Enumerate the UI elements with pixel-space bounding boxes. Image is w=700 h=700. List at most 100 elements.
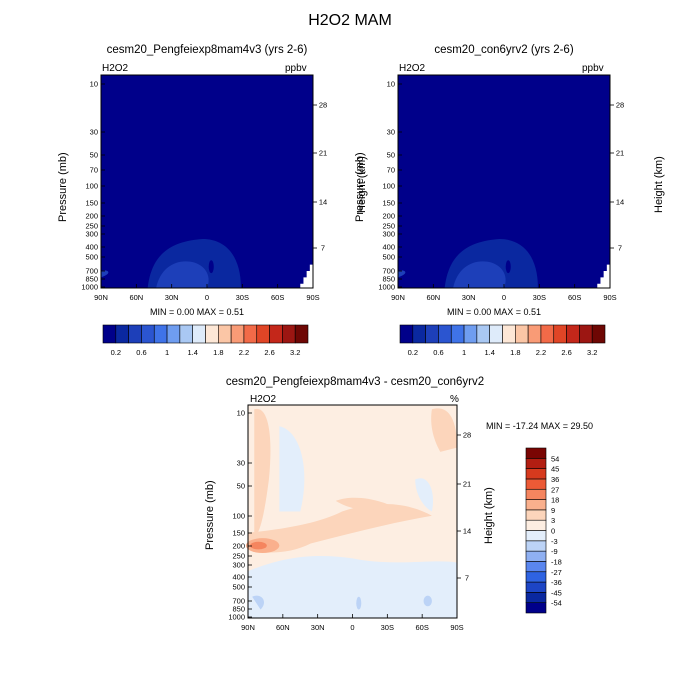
panel1-variable: H2O2 — [102, 63, 129, 74]
panel3-ytick-label: 150 — [232, 529, 245, 538]
field-contour-core — [156, 261, 209, 288]
panel3-units: % — [450, 394, 459, 405]
panel1-y2tick-label: 21 — [319, 149, 327, 158]
field-pos-band — [248, 503, 432, 553]
panel2-colorbar-label: 2.6 — [561, 348, 571, 357]
panel1-ytick-label: 850 — [85, 275, 98, 284]
panel1-xtick-label: 90N — [94, 293, 108, 302]
panel1-colorbar-swatch — [128, 324, 142, 344]
panel1-colorbar-swatch — [205, 324, 219, 344]
panel3-xtick-label: 90N — [241, 623, 255, 632]
panel3-colorbar-label: 9 — [551, 506, 555, 515]
panel3-colorbar-swatch — [525, 602, 547, 614]
panel1-colorbar-swatch — [141, 324, 155, 344]
panel1-ytick-label: 50 — [90, 151, 98, 160]
panel3-ytick-label: 850 — [232, 605, 245, 614]
panel2-colorbar-swatch — [553, 324, 567, 344]
field-notch — [208, 260, 214, 274]
panel1-y2tick-label: 14 — [319, 198, 327, 207]
panel2-xtick-label: 90N — [391, 293, 405, 302]
panel1-ytick-label: 250 — [85, 222, 98, 231]
panel2-colorbar-swatch — [399, 324, 414, 344]
panel2-colorbar-swatch — [566, 324, 580, 344]
field-neg-right — [415, 478, 434, 512]
panel3-ytick-label: 500 — [232, 583, 245, 592]
field-missing — [300, 264, 313, 288]
panel2-colorbar-label: 0.2 — [408, 348, 418, 357]
panel3-y2tick-label: 7 — [465, 574, 469, 583]
panel2-ytick-label: 70 — [387, 166, 395, 175]
field-pos-mid — [335, 497, 395, 510]
panel3-xtick-label: 0 — [350, 623, 354, 632]
panel3-colorbar-label: -3 — [551, 537, 558, 546]
panel3-xtick-label: 60N — [276, 623, 290, 632]
panel3-colorbar-label: -45 — [551, 588, 562, 597]
panel3-colorbar-label: 36 — [551, 475, 559, 484]
figure-title: H2O2 MAM — [308, 12, 392, 29]
panel2-colorbar-label: 3.2 — [587, 348, 597, 357]
panel3-colorbar-swatch — [525, 530, 547, 542]
panel3-colorbar-swatch — [525, 550, 547, 562]
panel3-colorbar-label: -27 — [551, 568, 562, 577]
panel1-ytick-label: 100 — [85, 182, 98, 191]
panel3-colorbar-label: -9 — [551, 547, 558, 556]
panel2-xtick-label: 90S — [603, 293, 616, 302]
panel1-colorbar-swatch — [153, 324, 168, 344]
panel2-ytick-label: 400 — [382, 243, 395, 252]
panel3-colorbar-swatch — [525, 488, 547, 500]
panel2-colorbar-swatch — [579, 324, 593, 344]
panel2-ytick-label: 250 — [382, 222, 395, 231]
panel1-colorbar-label: 1.8 — [213, 348, 223, 357]
panel2-colorbar-swatch — [515, 324, 529, 344]
panel2-xtick-label: 60S — [568, 293, 581, 302]
panel1-ytick-label: 300 — [85, 230, 98, 239]
panel3-colorbar-swatch — [525, 509, 547, 521]
panel3-ytick-label: 1000 — [228, 613, 245, 622]
panel2-colorbar-swatch — [476, 324, 490, 344]
panel3-xtick-label: 30S — [381, 623, 394, 632]
panel3-colorbar-swatch — [525, 447, 547, 459]
panel1-xtick-label: 90S — [306, 293, 319, 302]
panel1-xtick-label: 30S — [236, 293, 249, 302]
panel3-ytick-label: 250 — [232, 552, 245, 561]
field-pos-max — [250, 541, 267, 550]
panel3-ytick-label: 700 — [232, 597, 245, 606]
panel1-colorbar-swatch — [243, 324, 258, 344]
panel3-ytick-label: 200 — [232, 542, 245, 551]
panel2-colorbar-swatch — [527, 324, 542, 344]
panel3-colorbar-swatch — [525, 561, 547, 573]
panel1-ytick-label: 400 — [85, 243, 98, 252]
panel1-colorbar-swatch — [102, 324, 117, 344]
panel1-units: ppbv — [285, 63, 307, 74]
panel3-ytick-label: 100 — [232, 512, 245, 521]
panel3-colorbar-swatch — [525, 581, 547, 593]
panel2-ytick-label: 700 — [382, 267, 395, 276]
panel1-ytick-label: 500 — [85, 253, 98, 262]
field-missing — [597, 264, 610, 288]
panel1-stats: MIN = 0.00 MAX = 0.51 — [150, 307, 245, 317]
field-neg-lower — [248, 555, 457, 618]
panel2-ytick-label: 850 — [382, 275, 395, 284]
panel2-ytick-label: 100 — [382, 182, 395, 191]
panel2-y2tick-label: 14 — [616, 198, 624, 207]
panel1-colorbar-label: 1.4 — [187, 348, 197, 357]
panel1-ytick-label: 70 — [90, 166, 98, 175]
panel2-colorbar-swatch — [489, 324, 503, 344]
panel1-colorbar-label: 2.2 — [239, 348, 249, 357]
panel3-colorbar-label: 0 — [551, 527, 555, 536]
panel2-y2tick-label: 28 — [616, 101, 624, 110]
panel2-title: cesm20_con6yrv2 (yrs 2-6) — [434, 44, 574, 56]
panel3-colorbar-swatch — [525, 571, 547, 583]
panel3-colorbar-label: -54 — [551, 599, 562, 608]
panel1-colorbar-swatch — [218, 324, 232, 344]
panel2-units: ppbv — [582, 63, 604, 74]
panel2-ytick-label: 150 — [382, 199, 395, 208]
panel1-ytick-label: 200 — [85, 212, 98, 221]
panel2-colorbar-label: 1.8 — [510, 348, 520, 357]
panel3-xtick-label: 30N — [311, 623, 325, 632]
panel1-colorbar-label: 0.2 — [111, 348, 121, 357]
panel2-colorbar-swatch — [438, 324, 452, 344]
panel3-y2tick-label: 21 — [463, 480, 471, 489]
